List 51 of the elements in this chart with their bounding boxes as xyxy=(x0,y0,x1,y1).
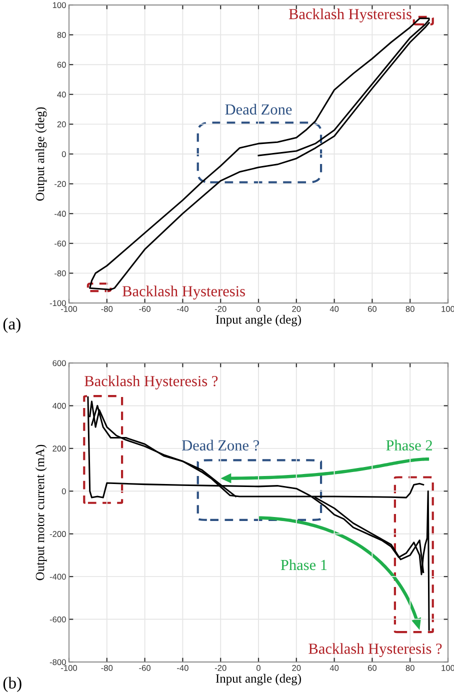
y-tick-label: -800 xyxy=(50,659,66,666)
y-tick-label: 0 xyxy=(62,151,66,158)
y-tick-label: 600 xyxy=(52,360,66,366)
x-tick-label: -20 xyxy=(214,665,226,671)
y-tick-label: 20 xyxy=(57,121,66,128)
y-tick-label: 200 xyxy=(52,446,66,452)
y-tick-label: -20 xyxy=(54,181,66,187)
y-tick-label: 100 xyxy=(52,2,66,8)
x-tick-label: -80 xyxy=(101,306,113,312)
x-tick-label: 40 xyxy=(330,665,339,671)
x-tick-label: 60 xyxy=(368,306,377,312)
x-tick-label: 0 xyxy=(256,306,260,312)
x-tick-label: 80 xyxy=(406,306,414,312)
x-tick-label: -60 xyxy=(139,306,150,312)
y-tick-label: -600 xyxy=(50,616,66,622)
y-tick-label: -400 xyxy=(50,574,66,580)
x-tick-label: -20 xyxy=(214,306,226,312)
x-tick-label: -60 xyxy=(139,665,150,671)
text: (b) xyxy=(3,676,22,692)
x-tick-label: 80 xyxy=(406,665,414,671)
y-tick-label: 0 xyxy=(62,488,66,494)
y-tick-label: -100 xyxy=(50,300,66,306)
annotation: Backlash Hysteresis xyxy=(288,8,412,22)
y-tick-label: 400 xyxy=(52,402,66,409)
x-axis-title: Input angle (deg) xyxy=(216,314,301,326)
annotation: Backlash Hysteresis xyxy=(122,286,245,300)
text: (a) xyxy=(3,318,20,333)
y-tick-label: 40 xyxy=(57,92,66,98)
y-tick-label: 80 xyxy=(57,32,66,38)
annotation: Phase 2 xyxy=(386,440,432,451)
x-tick-label: -40 xyxy=(177,306,188,312)
y-tick-label: -60 xyxy=(54,240,66,246)
y-tick-label: -200 xyxy=(50,531,66,537)
x-tick-label: -80 xyxy=(101,665,113,671)
x-tick-label: 0 xyxy=(256,665,260,671)
annotation: Backlash Hysteresis ? xyxy=(84,375,218,390)
x-tick-label: -40 xyxy=(177,665,188,671)
y-axis-title: Output motor current (mA) xyxy=(35,444,47,580)
annotation: Phase 1 xyxy=(280,559,327,570)
y-tick-label: -80 xyxy=(54,270,66,276)
annotation: Backlash Hysteresis ? xyxy=(308,643,442,657)
y-axis-title: Output anlge (deg) xyxy=(35,107,47,201)
annotation: Dead Zone xyxy=(225,104,292,115)
x-tick-label: 40 xyxy=(330,306,339,312)
x-tick-label: 60 xyxy=(368,665,377,671)
x-tick-label: 20 xyxy=(292,306,301,312)
y-tick-label: 60 xyxy=(57,62,66,68)
annotation: Dead Zone ? xyxy=(182,440,259,451)
x-tick-label: 20 xyxy=(292,665,301,671)
x-axis-title: Input angle (deg) xyxy=(216,674,301,686)
y-tick-label: -40 xyxy=(54,210,66,217)
